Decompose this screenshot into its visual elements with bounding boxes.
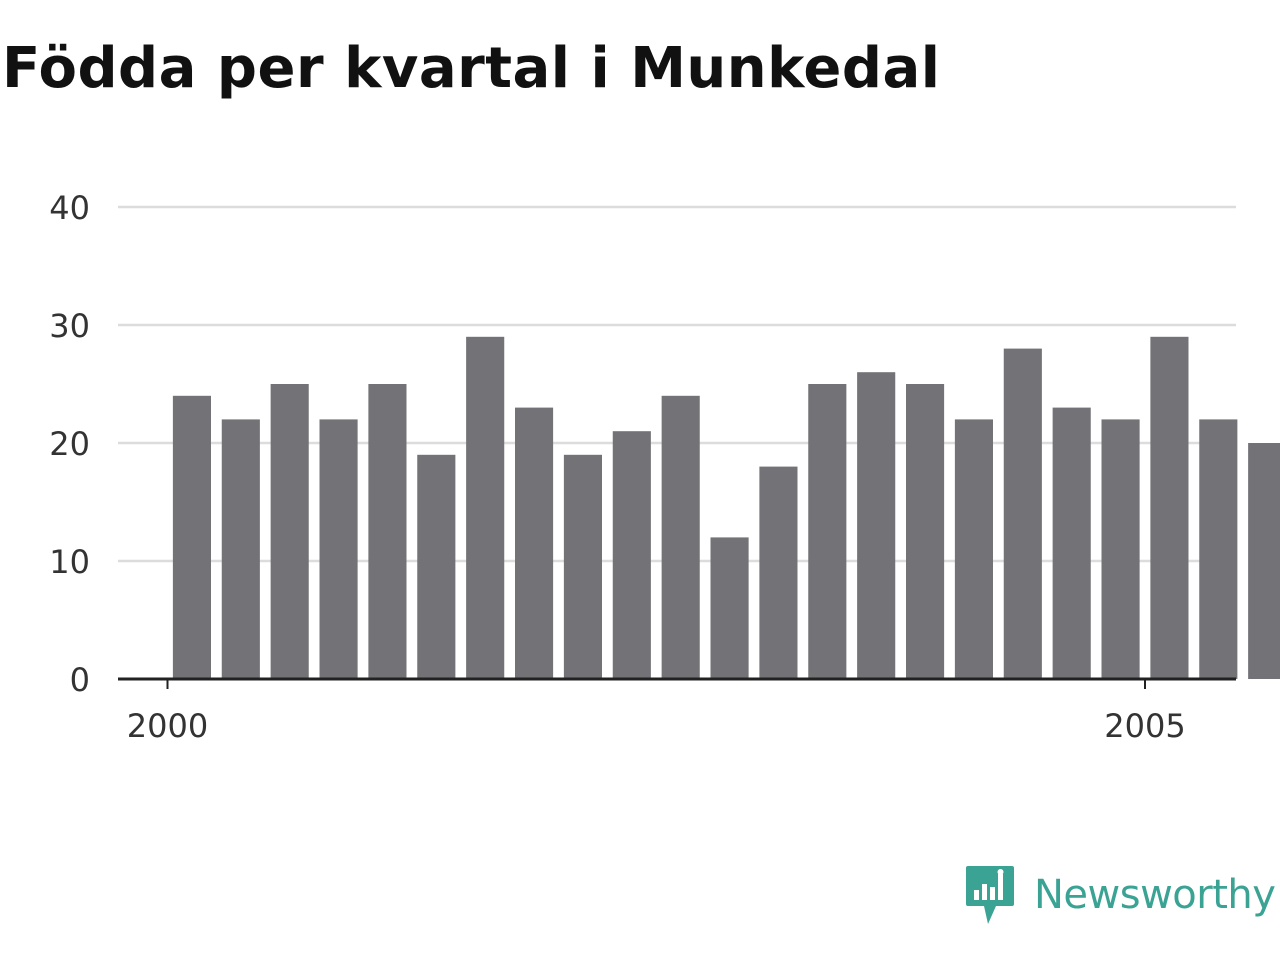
bar	[808, 384, 847, 679]
axes	[118, 677, 1236, 689]
bar	[906, 384, 945, 679]
y-tick-label: 40	[49, 189, 90, 227]
bar	[759, 466, 798, 679]
bar	[417, 454, 456, 679]
bar	[563, 454, 602, 679]
y-tick-label: 0	[70, 661, 90, 699]
brand-logo: Newsworthy	[964, 864, 1276, 926]
x-tick-label: 2000	[127, 707, 208, 745]
y-tick-label: 20	[49, 425, 90, 463]
y-tick-label: 30	[49, 307, 90, 345]
bar	[1199, 419, 1238, 679]
bar	[710, 537, 749, 679]
bar	[172, 395, 211, 679]
bar	[857, 372, 896, 679]
tick-labels: 01020304025200020052010201520202025	[49, 189, 1185, 745]
bar	[1003, 348, 1042, 679]
bar	[319, 419, 358, 679]
bar	[515, 407, 554, 679]
x-tick-label: 2005	[1104, 707, 1185, 745]
bar	[1150, 336, 1189, 679]
newsworthy-logo-icon	[966, 866, 1014, 924]
bar	[1248, 443, 1280, 679]
bar	[954, 419, 993, 679]
bar	[368, 384, 407, 679]
brand-name: Newsworthy	[1034, 872, 1276, 918]
bar	[221, 419, 260, 679]
y-tick-label: 10	[49, 543, 90, 581]
page-title: Födda per kvartal i Munkedal	[2, 36, 941, 101]
bar	[612, 431, 651, 679]
bar	[661, 395, 700, 679]
bar	[1101, 419, 1140, 679]
bar	[466, 336, 505, 679]
bar	[270, 384, 309, 679]
bars	[172, 336, 1280, 679]
bar	[1052, 407, 1091, 679]
